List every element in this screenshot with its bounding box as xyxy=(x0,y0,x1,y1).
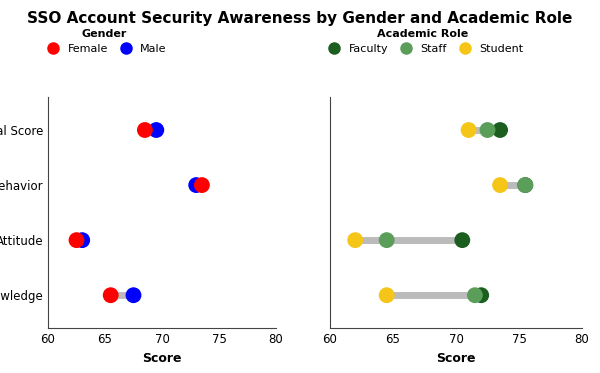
Point xyxy=(496,127,505,133)
Legend: Faculty, Staff, Student: Faculty, Staff, Student xyxy=(323,28,523,54)
Point xyxy=(191,182,201,188)
Point xyxy=(476,292,486,298)
Point xyxy=(483,127,493,133)
Point xyxy=(496,182,505,188)
Point xyxy=(77,237,87,243)
Point xyxy=(152,127,161,133)
Point xyxy=(470,292,480,298)
Point xyxy=(382,237,392,243)
Legend: Female, Male: Female, Male xyxy=(42,28,167,54)
Point xyxy=(197,182,206,188)
X-axis label: Score: Score xyxy=(436,352,476,365)
Point xyxy=(382,292,392,298)
Point xyxy=(140,127,149,133)
Point xyxy=(458,237,467,243)
Text: SSO Account Security Awareness by Gender and Academic Role: SSO Account Security Awareness by Gender… xyxy=(28,11,572,26)
Point xyxy=(350,237,360,243)
Point xyxy=(464,127,473,133)
Point xyxy=(128,292,138,298)
Point xyxy=(521,182,530,188)
Point xyxy=(72,237,82,243)
Point xyxy=(106,292,116,298)
X-axis label: Score: Score xyxy=(142,352,182,365)
Point xyxy=(521,182,530,188)
